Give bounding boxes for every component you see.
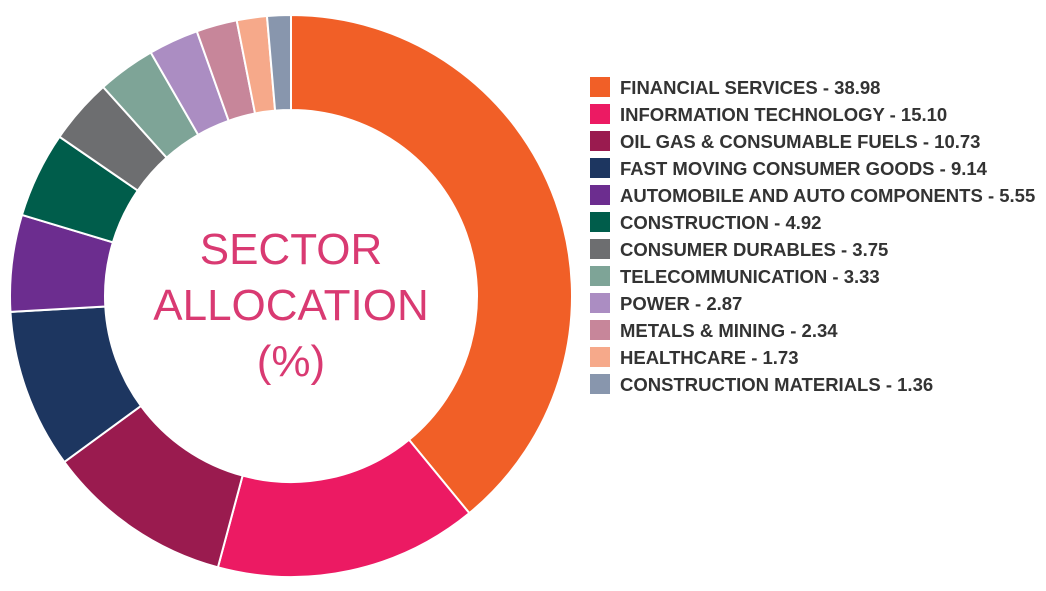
legend-label: HEALTHCARE - 1.73 (620, 347, 799, 368)
chart-title: SECTOR ALLOCATION (%) (153, 225, 429, 386)
legend-label: POWER - 2.87 (620, 293, 743, 314)
legend-swatch (590, 266, 610, 286)
legend-swatch (590, 320, 610, 340)
donut-chart (9, 13, 573, 578)
legend-item: FINANCIAL SERVICES - 38.98 (590, 74, 1040, 101)
legend-swatch (590, 131, 610, 151)
legend-item: FAST MOVING CONSUMER GOODS - 9.14 (590, 155, 1040, 182)
legend-item: CONSTRUCTION MATERIALS - 1.36 (590, 371, 1040, 398)
legend-item: TELECOMMUNICATION - 3.33 (590, 263, 1040, 290)
legend-label: INFORMATION TECHNOLOGY - 15.10 (620, 104, 948, 125)
legend-swatch (590, 293, 610, 313)
legend-swatch (590, 347, 610, 367)
legend-item: INFORMATION TECHNOLOGY - 15.10 (590, 101, 1040, 128)
donut-slice (265, 13, 292, 112)
legend-swatch (590, 158, 610, 178)
legend-label: TELECOMMUNICATION - 3.33 (620, 266, 880, 287)
legend-label: OIL GAS & CONSUMABLE FUELS - 10.73 (620, 131, 981, 152)
legend-item: POWER - 2.87 (590, 290, 1040, 317)
donut-slice (290, 13, 573, 515)
legend-swatch (590, 185, 610, 205)
legend-swatch (590, 77, 610, 97)
legend-item: CONSTRUCTION - 4.92 (590, 209, 1040, 236)
legend-label: AUTOMOBILE AND AUTO COMPONENTS - 5.55 (620, 185, 1036, 206)
legend: FINANCIAL SERVICES - 38.98 INFORMATION TE… (590, 74, 1040, 398)
legend-swatch (590, 212, 610, 232)
legend-item: CONSUMER DURABLES - 3.75 (590, 236, 1040, 263)
legend-label: CONSTRUCTION MATERIALS - 1.36 (620, 374, 934, 395)
legend-item: AUTOMOBILE AND AUTO COMPONENTS - 5.55 (590, 182, 1040, 209)
legend-swatch (590, 239, 610, 259)
legend-label: FINANCIAL SERVICES - 38.98 (620, 77, 881, 98)
legend-item: HEALTHCARE - 1.73 (590, 344, 1040, 371)
legend-item: METALS & MINING - 2.34 (590, 317, 1040, 344)
legend-label: CONSTRUCTION - 4.92 (620, 212, 822, 233)
legend-label: FAST MOVING CONSUMER GOODS - 9.14 (620, 158, 987, 179)
legend-swatch (590, 374, 610, 394)
legend-item: OIL GAS & CONSUMABLE FUELS - 10.73 (590, 128, 1040, 155)
legend-label: METALS & MINING - 2.34 (620, 320, 838, 341)
legend-label: CONSUMER DURABLES - 3.75 (620, 239, 889, 260)
legend-swatch (590, 104, 610, 124)
